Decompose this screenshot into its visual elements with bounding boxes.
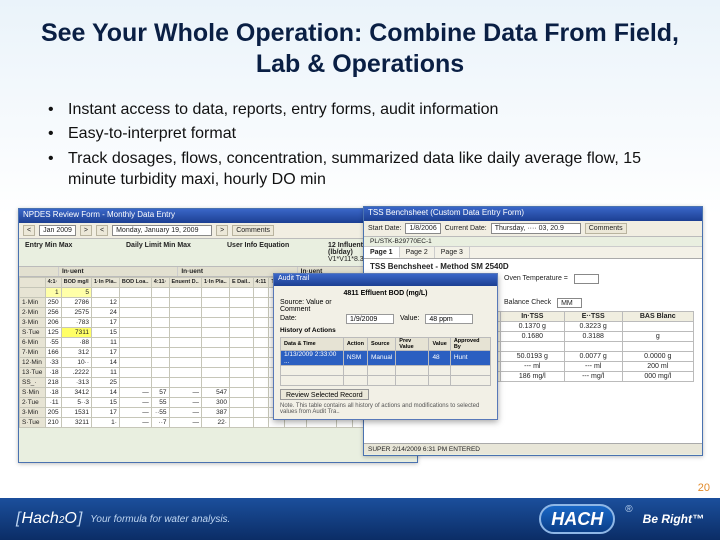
- date-display: Monday, January 19, 2009: [112, 225, 212, 236]
- balance-check-input[interactable]: MM: [557, 298, 582, 308]
- footer-bar: Hach2O Your formula for water analysis. …: [0, 498, 720, 540]
- registered-icon: ®: [625, 504, 632, 515]
- start-date-label: Start Date:: [368, 225, 401, 232]
- start-date-value[interactable]: 1/8/2006: [405, 223, 440, 234]
- group-influent-1: In·uent: [59, 267, 178, 276]
- comments-btn[interactable]: Comments: [232, 225, 274, 236]
- user-info-label: User Info Equation: [227, 242, 310, 263]
- page-number: 20: [698, 482, 710, 494]
- current-date-label: Current Date:: [445, 225, 487, 232]
- current-date-value: Thursday, ···· 03, 20.9: [491, 223, 581, 234]
- modal-note: Note. This table contains all history of…: [280, 403, 491, 415]
- entry-minmax-label: Entry Min Max: [25, 242, 108, 263]
- hach-logo: HACH: [539, 504, 615, 534]
- review-record-btn[interactable]: Review Selected Record: [280, 389, 369, 400]
- tagline-left: Your formula for water analysis.: [90, 514, 230, 525]
- bullet-list: Instant access to data, reports, entry f…: [0, 91, 720, 204]
- date-label: Date:: [280, 315, 340, 322]
- balance-check-label: Balance Check: [504, 299, 551, 306]
- tab-page2[interactable]: Page 2: [400, 247, 435, 258]
- value-label: Value:: [400, 315, 419, 322]
- section-title: TSS Benchsheet - Method SM 2540D: [364, 259, 702, 273]
- date-input[interactable]: 1/9/2009: [346, 314, 394, 324]
- next-day-btn[interactable]: >: [216, 225, 228, 236]
- history-grid[interactable]: Data & TimeActionSourcePrev ValueValueAp…: [280, 337, 491, 386]
- tab-page3[interactable]: Page 3: [435, 247, 470, 258]
- status-bar: SUPER 2/14/2009 6:31 PM ENTERED: [364, 443, 702, 454]
- comments-btn[interactable]: Comments: [585, 223, 627, 234]
- subtext: PL/STK-B29770EC-1: [364, 237, 702, 247]
- month-select[interactable]: Jan 2009: [39, 225, 76, 236]
- tagline-right: Be Right™: [643, 512, 704, 526]
- window-titlebar: TSS Benchsheet (Custom Data Entry Form): [364, 207, 702, 221]
- value-input[interactable]: 48 ppm: [425, 314, 473, 324]
- tab-strip: Page 1 Page 2 Page 3: [364, 247, 702, 259]
- tab-page1[interactable]: Page 1: [364, 247, 400, 258]
- prev-day-btn[interactable]: <: [96, 225, 108, 236]
- header-info-row: Entry Min Max Daily Limit Min Max User I…: [19, 239, 417, 267]
- modal-titlebar: Audit Trail: [274, 274, 497, 286]
- window-titlebar: NPDES Review Form - Monthly Data Entry: [19, 209, 417, 223]
- oven-label: Oven Temperature =: [504, 275, 568, 282]
- next-btn[interactable]: >: [80, 225, 92, 236]
- audit-trail-modal: Audit Trail 4811 Effluent BOD (mg/L) Sou…: [273, 273, 498, 420]
- oven-input[interactable]: [574, 274, 599, 284]
- daily-limit-label: Daily Limit Min Max: [126, 242, 209, 263]
- hach-h2o-logo: Hach2O: [16, 510, 82, 528]
- bullet-item: Track dosages, flows, concentration, sum…: [48, 148, 680, 191]
- bullet-item: Instant access to data, reports, entry f…: [48, 99, 680, 121]
- window-toolbar: < Jan 2009 > < Monday, January 19, 2009 …: [19, 223, 417, 239]
- equation-value: V1*V11*8.34: [328, 256, 368, 263]
- slide-title: See Your Whole Operation: Combine Data F…: [0, 0, 720, 91]
- prev-btn[interactable]: <: [23, 225, 35, 236]
- modal-value-label: 4811 Effluent BOD (mg/L): [280, 290, 491, 297]
- window-toolbar: Start Date: 1/8/2006 Current Date: Thurs…: [364, 221, 702, 237]
- source-label: Source: Value or Comment: [280, 299, 340, 313]
- history-label: History of Actions: [280, 327, 491, 334]
- screenshot-region: NPDES Review Form - Monthly Data Entry <…: [18, 208, 702, 478]
- bullet-item: Easy-to-interpret format: [48, 123, 680, 145]
